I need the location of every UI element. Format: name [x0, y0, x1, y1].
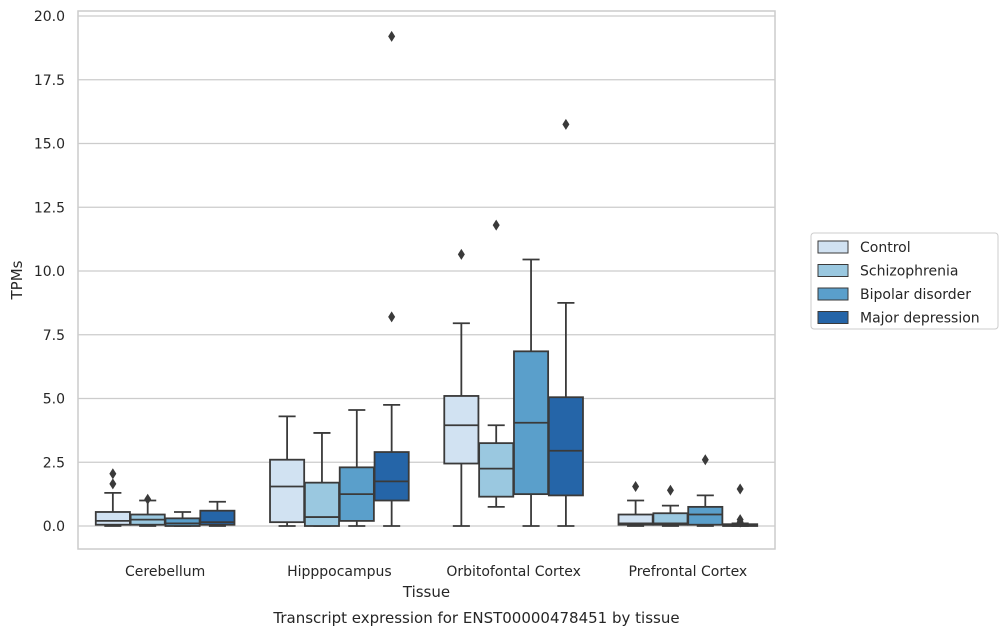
- y-tick-label: 15.0: [34, 137, 65, 153]
- iqr-box: [164, 517, 201, 527]
- iqr-box: [303, 481, 340, 527]
- box-2-0: [443, 248, 480, 527]
- outlier-point: [144, 493, 152, 505]
- y-tick-label: 7.5: [43, 328, 65, 344]
- legend-swatch: [817, 240, 849, 254]
- legend-swatch: [817, 311, 849, 324]
- iqr-box: [443, 395, 480, 465]
- box-3-2: [687, 454, 724, 527]
- box-0-1: [129, 493, 166, 527]
- outlier-point: [457, 248, 465, 260]
- legend-label: Control: [860, 240, 911, 256]
- box-0-0: [94, 468, 131, 527]
- legend-item: Schizophrenia: [817, 264, 958, 280]
- legend-label: Schizophrenia: [860, 264, 958, 280]
- legend-label: Bipolar disorder: [860, 287, 971, 303]
- iqr-box: [269, 458, 306, 524]
- iqr-box: [547, 396, 584, 497]
- x-tick-label: Cerebellum: [125, 564, 205, 580]
- y-tick-label: 12.5: [34, 200, 65, 216]
- legend-frame: [810, 232, 999, 330]
- legend-swatch: [817, 287, 849, 301]
- x-axis-title: Tissue: [402, 583, 450, 601]
- outlier-point: [388, 30, 396, 42]
- y-tick-label: 20.0: [34, 9, 65, 25]
- y-tick-labels: 0.0 2.5 5.0 7.5 10.0 12.5 15.0 17.5 20.0: [34, 9, 65, 535]
- box-3-1: [652, 484, 689, 527]
- box-0-2: [164, 511, 201, 527]
- x-tick-label: Hipppocampus: [287, 564, 392, 580]
- y-gridlines: [78, 15, 775, 527]
- outlier-point: [109, 468, 117, 480]
- legend-swatch: [817, 264, 849, 277]
- x-tick-label: Orbitofontal Cortex: [446, 564, 581, 580]
- box-2-1: [478, 219, 515, 508]
- iqr-box: [478, 442, 515, 498]
- outlier-point: [666, 484, 674, 496]
- box-1-1: [303, 432, 340, 527]
- outlier-point: [109, 478, 117, 490]
- y-tick-label: 10.0: [34, 264, 65, 280]
- outlier-point: [632, 480, 640, 492]
- box-2-3: [547, 118, 584, 527]
- iqr-box: [94, 511, 131, 526]
- outlier-point: [492, 219, 500, 231]
- y-tick-label: 17.5: [34, 73, 65, 89]
- legend: Control Schizophrenia Bipolar disorder Majo…: [810, 232, 999, 330]
- iqr-box: [373, 451, 410, 502]
- legend-item: Bipolar disorder: [817, 287, 971, 303]
- box-1-0: [269, 415, 306, 527]
- plot-area-frame: [77, 10, 776, 550]
- outlier-point: [736, 483, 744, 495]
- x-tick-labels: Cerebellum Hipppocampus Orbitofontal Corte…: [125, 564, 747, 580]
- box-3-0: [617, 480, 654, 527]
- outlier-point: [388, 311, 396, 323]
- outlier-point: [562, 118, 570, 130]
- legend-label: Major depression: [860, 311, 980, 327]
- iqr-box: [687, 505, 724, 526]
- y-axis-title: TPMs: [8, 260, 26, 300]
- x-tick-label: Prefrontal Cortex: [629, 564, 748, 580]
- legend-item: Control: [817, 240, 911, 256]
- box-2-2: [513, 258, 550, 527]
- box-0-3: [199, 500, 236, 527]
- box-1-3: [373, 30, 410, 527]
- y-tick-label: 5.0: [43, 392, 65, 408]
- iqr-box: [199, 509, 236, 526]
- y-tick-label: 2.5: [43, 455, 65, 471]
- box-1-2: [338, 409, 375, 527]
- outlier-point: [736, 514, 744, 526]
- y-tick-label: 0.0: [43, 519, 65, 535]
- legend-item: Major depression: [817, 311, 980, 327]
- box-3-3: [722, 483, 759, 528]
- outlier-point: [701, 454, 709, 466]
- box-series: [94, 30, 759, 528]
- figure-caption: Transcript expression for ENST0000047845…: [272, 609, 679, 627]
